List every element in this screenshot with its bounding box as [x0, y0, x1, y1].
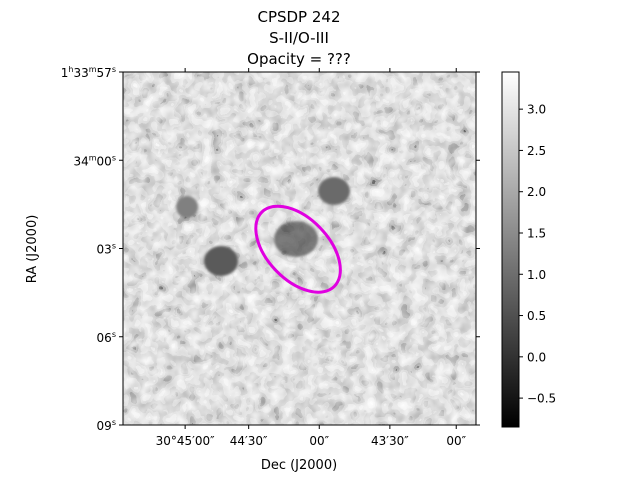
- y-tick-part-s: s: [112, 418, 116, 427]
- y-axis-ticks: 1h​33m​57s​ 34m​00s​ 03s​ 06s​ 09s​: [61, 65, 480, 433]
- x-axis-label: Dec (J2000): [261, 458, 337, 473]
- x-tick-label: 43′30″: [371, 434, 409, 448]
- y-tick-part-m: m: [89, 153, 97, 162]
- colorbar-tick-label: −0.5: [527, 392, 556, 406]
- y-tick-part-s-val: 09: [97, 419, 112, 433]
- colorbar-ticks: −0.5 0.0 0.5 1.0 1.5 2.0 2.5 3.0: [519, 103, 556, 406]
- colorbar-tick-label: 1.5: [527, 226, 546, 240]
- y-tick-label: 1h​33m​57s​: [61, 65, 116, 80]
- chart-title-line-1: CPSDP 242: [257, 8, 340, 26]
- chart-title-line-2: S-II/O-III: [269, 29, 329, 47]
- y-tick-part-s: s: [112, 242, 116, 251]
- x-tick-label: 44′30″: [230, 434, 268, 448]
- y-tick-part-m: m: [89, 65, 97, 74]
- colorbar-tick-label: 2.5: [527, 144, 546, 158]
- blob-left: [204, 246, 238, 276]
- x-tick-label: 00″: [309, 434, 329, 448]
- colorbar-gradient: [501, 71, 520, 428]
- blob-upper-left: [176, 196, 198, 218]
- x-axis-ticks: 30°45′00″ 44′30″ 00″ 43′30″ 00″: [156, 68, 467, 448]
- colorbar-tick-label: 0.0: [527, 350, 546, 364]
- y-tick-part-s: s: [112, 330, 116, 339]
- image-panel: [123, 72, 476, 425]
- y-axis-label: RA (J2000): [25, 215, 40, 284]
- image-blobs: [176, 177, 350, 276]
- x-tick-label: 00″: [446, 434, 466, 448]
- chart-title-line-3: Opacity = ???: [247, 50, 351, 68]
- y-tick-part-m-val: 34: [73, 154, 88, 168]
- blob-center: [274, 221, 318, 257]
- x-tick-label: 30°45′00″: [156, 434, 216, 448]
- y-tick-part-h: h: [68, 65, 73, 74]
- colorbar-tick-label: 3.0: [527, 103, 546, 117]
- colorbar: −0.5 0.0 0.5 1.0 1.5 2.0 2.5 3.0: [501, 71, 556, 428]
- y-tick-label: 34m​00s​: [73, 153, 116, 168]
- colorbar-tick-label: 0.5: [527, 309, 546, 323]
- y-tick-part-s: s: [112, 65, 116, 74]
- y-tick-part-s-val: 06: [97, 331, 112, 345]
- y-tick-label: 09s​: [97, 418, 116, 433]
- y-tick-part-s-val: 00: [97, 154, 112, 168]
- colorbar-tick-label: 2.0: [527, 185, 546, 199]
- region-ellipse: [254, 204, 342, 294]
- blob-upper-right: [318, 177, 350, 205]
- y-tick-part-hms: 1: [61, 66, 69, 80]
- y-tick-label: 06s​: [97, 330, 116, 345]
- y-tick-label: 03s​: [97, 242, 116, 257]
- y-tick-part-m-val: 33: [73, 66, 88, 80]
- colorbar-tick-label: 1.0: [527, 268, 546, 282]
- y-tick-part-s-val: 57: [97, 66, 112, 80]
- y-tick-part-s: s: [112, 153, 116, 162]
- y-tick-part-s-val: 03: [97, 243, 112, 257]
